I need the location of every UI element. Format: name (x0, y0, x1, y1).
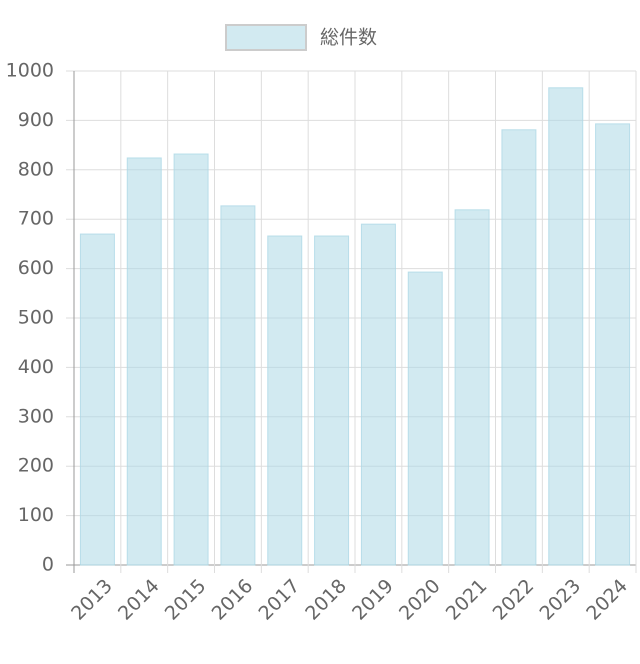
x-tick-label: 2024 (582, 575, 632, 625)
y-tick-label: 1000 (6, 60, 54, 82)
x-tick-label: 2023 (535, 575, 585, 625)
bar (173, 153, 209, 566)
y-tick-label: 500 (18, 307, 54, 329)
bar (126, 157, 162, 566)
bar (595, 123, 631, 566)
bar (360, 223, 396, 566)
y-tick-label: 100 (18, 504, 54, 526)
x-tick-label: 2016 (208, 575, 258, 625)
bar (220, 205, 256, 566)
y-tick-label: 700 (18, 208, 54, 230)
legend-swatch (225, 24, 307, 51)
y-tick-label: 800 (18, 158, 54, 180)
y-tick-label: 900 (18, 109, 54, 131)
x-tick-label: 2020 (395, 575, 445, 625)
x-tick-label: 2015 (161, 575, 211, 625)
x-tick-label: 2018 (301, 575, 351, 625)
bar (501, 129, 537, 566)
bar (314, 235, 350, 566)
bar (79, 233, 115, 566)
y-tick-label: 600 (18, 257, 54, 279)
x-tick-label: 2017 (254, 575, 304, 625)
legend-label: 総件数 (320, 27, 377, 49)
x-tick-label: 2019 (348, 575, 398, 625)
y-tick-label: 0 (42, 554, 54, 576)
y-tick-label: 200 (18, 455, 54, 477)
x-tick-label: 2022 (489, 575, 539, 625)
bar (267, 235, 303, 566)
y-tick-label: 300 (18, 405, 54, 427)
x-tick-label: 2014 (114, 575, 164, 625)
bar (454, 209, 490, 566)
x-tick-label: 2021 (442, 575, 492, 625)
x-tick-label: 2013 (67, 575, 117, 625)
bar (407, 271, 443, 566)
y-tick-label: 400 (18, 356, 54, 378)
bar (548, 87, 584, 566)
